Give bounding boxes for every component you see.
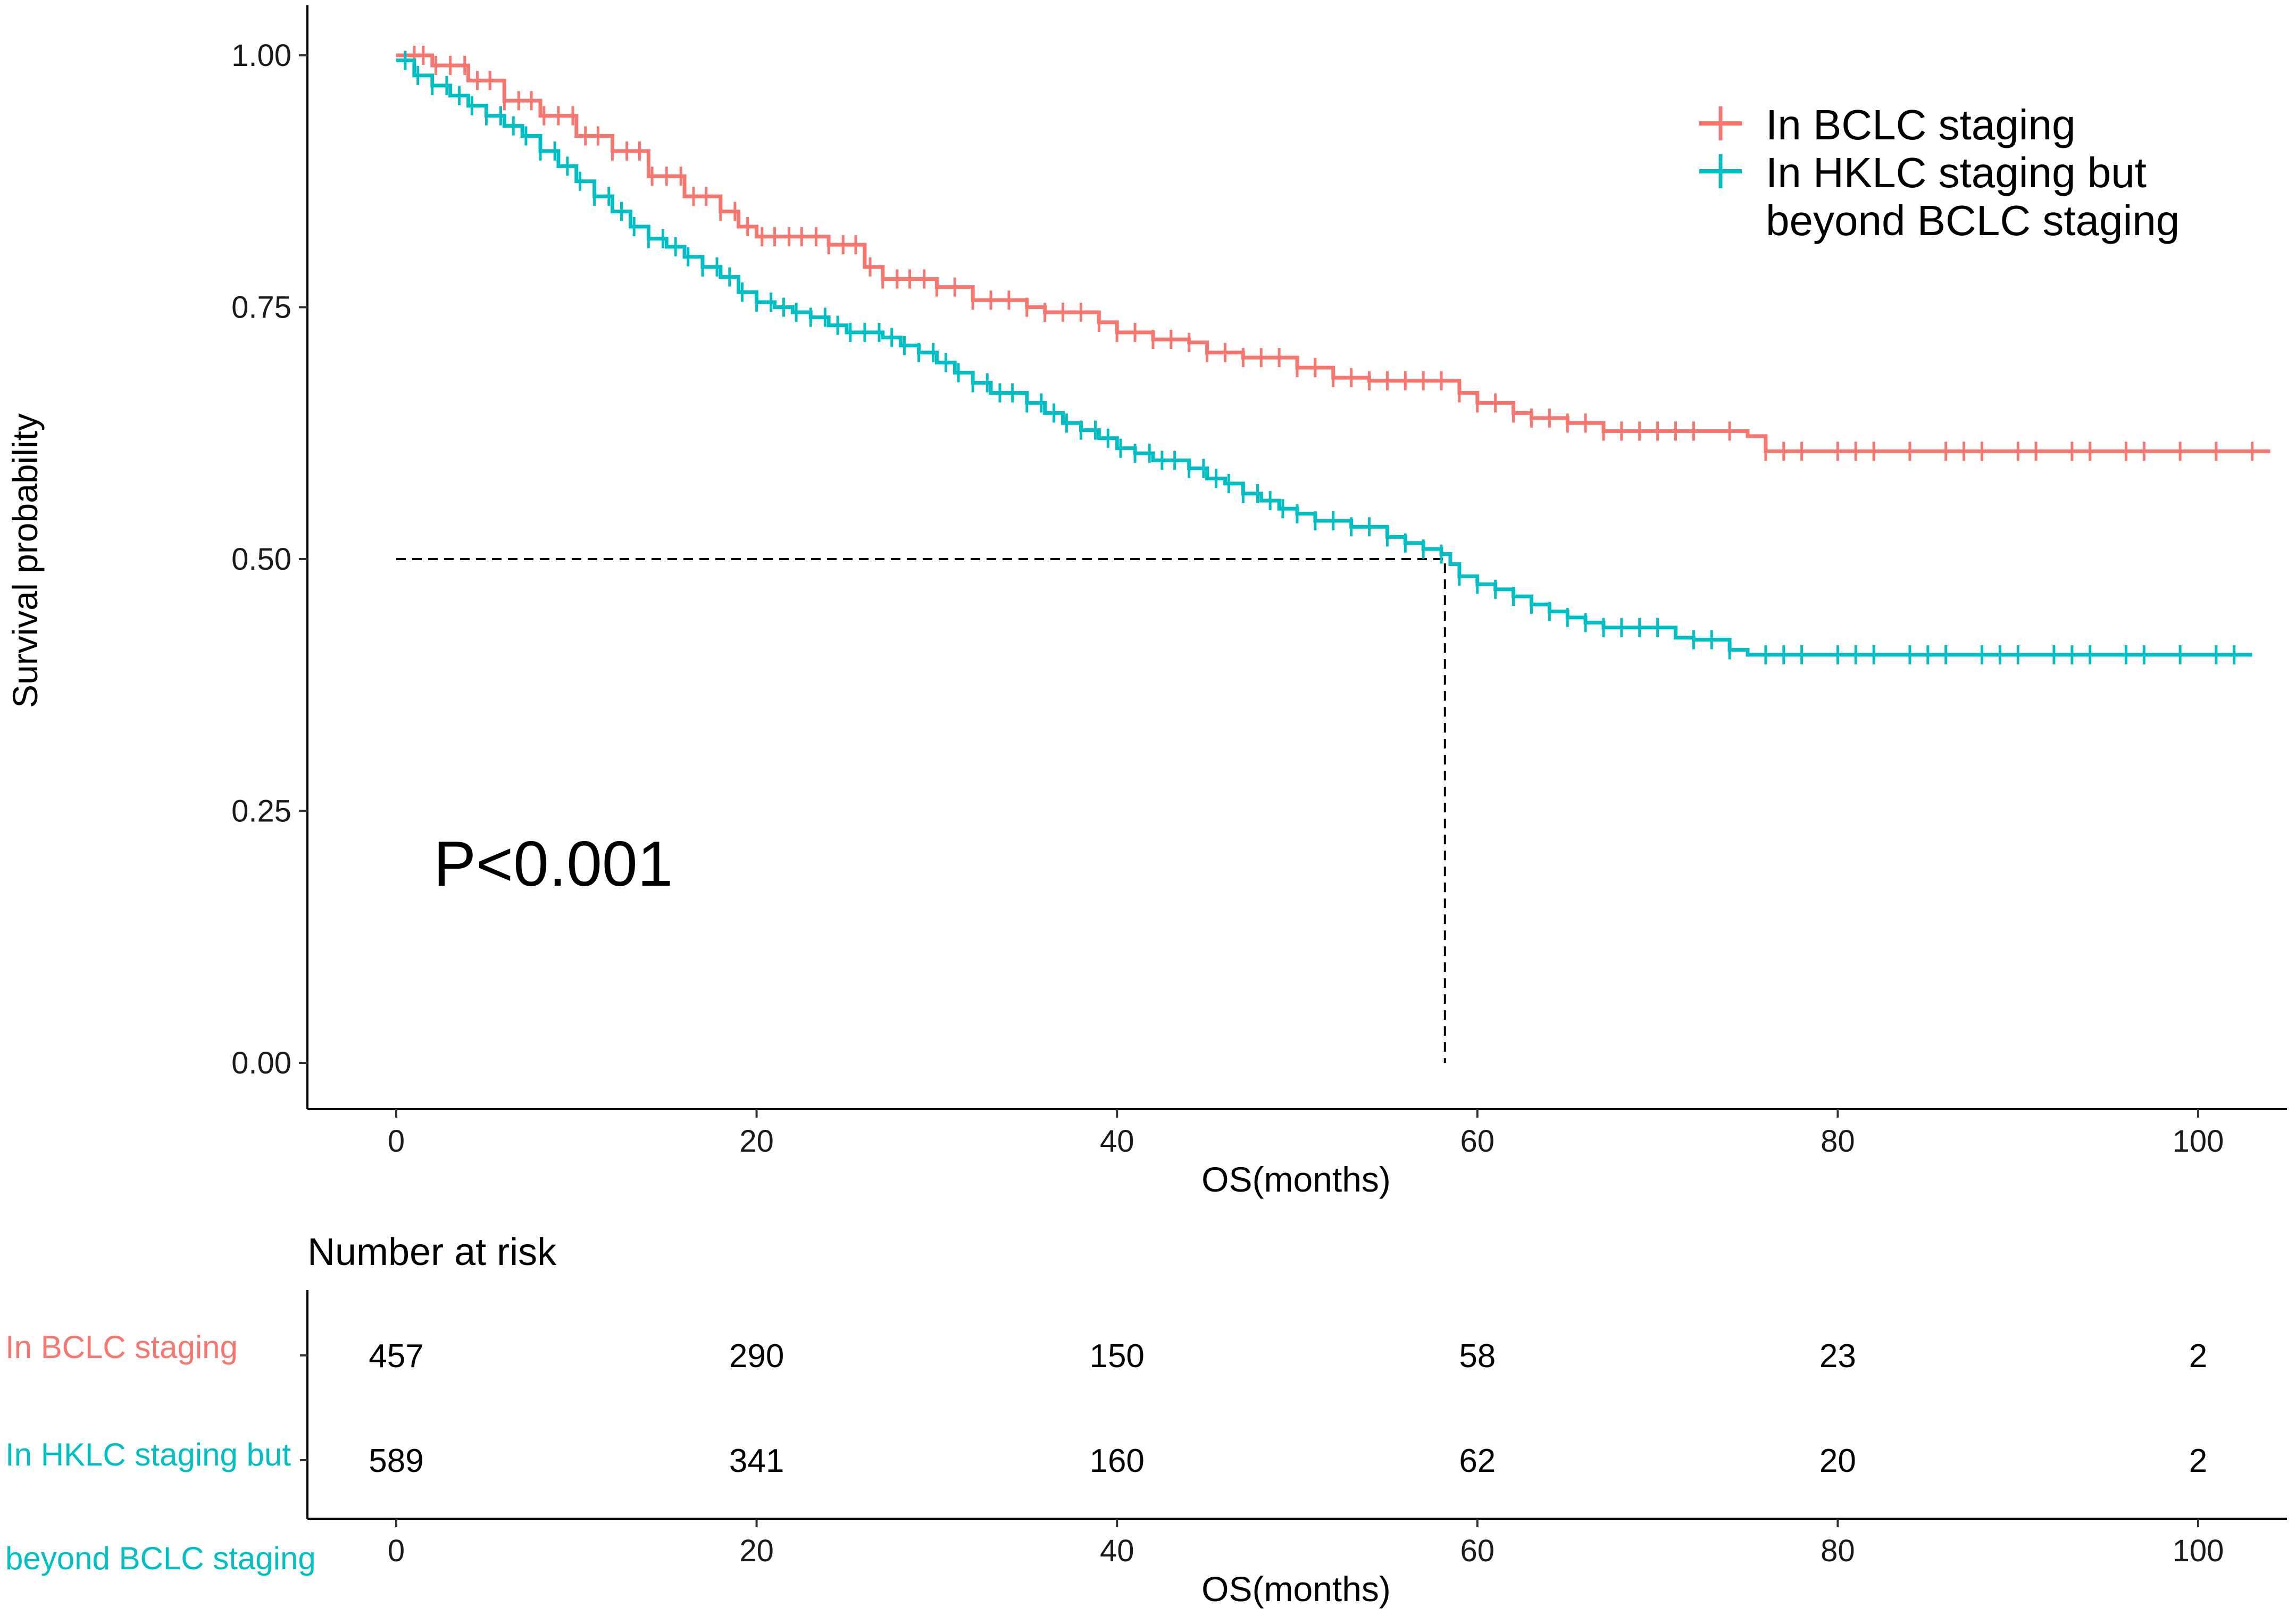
risk-row-label: In BCLC staging [5,1329,238,1365]
risk-count: 62 [1459,1443,1496,1479]
risk-x-tick-label: 80 [1821,1534,1855,1568]
y-tick-label: 0.25 [231,794,291,829]
risk-count: 58 [1459,1338,1496,1375]
y-tick-label: 0.00 [231,1046,291,1080]
risk-table-title: Number at risk [307,1231,557,1273]
x-axis-title: OS(months) [1201,1160,1391,1199]
risk-x-tick-label: 40 [1100,1534,1134,1568]
risk-count: 2 [2189,1443,2207,1479]
main-plot: 0.00 0.25 0.50 0.75 1.00 0 20 40 60 80 100 OS(month… [5,5,2287,1199]
y-tick-label: 0.50 [231,542,291,577]
legend-label: In BCLC staging [1766,101,2076,148]
bclc-survival-curve [396,53,2270,453]
risk-count: 290 [729,1338,784,1375]
risk-x-axis-title: OS(months) [1201,1569,1391,1609]
x-tick-label: 80 [1821,1124,1855,1159]
risk-row-label: beyond BCLC staging [5,1541,316,1576]
risk-row-label: In HKLC staging but [5,1437,291,1472]
legend-label: In HKLC staging but [1766,149,2147,196]
risk-x-tick-label: 100 [2173,1534,2224,1568]
p-value-annotation: P<0.001 [433,828,673,900]
x-tick-label: 20 [739,1124,774,1159]
risk-x-tick-label: 20 [739,1534,774,1568]
legend-label: beyond BCLC staging [1766,197,2180,244]
risk-count: 457 [369,1338,423,1375]
risk-count: 341 [729,1443,784,1479]
x-tick-label: 40 [1100,1124,1134,1159]
risk-count: 20 [1819,1443,1856,1479]
x-tick-label: 100 [2173,1124,2224,1159]
y-tick-label: 0.75 [231,290,291,325]
risk-count: 589 [369,1443,423,1479]
risk-count: 150 [1089,1338,1144,1375]
risk-count: 2 [2189,1338,2207,1375]
x-tick-label: 60 [1460,1124,1495,1159]
risk-x-tick-label: 0 [388,1534,405,1568]
y-axis-title: Survival probability [5,413,45,708]
legend-entry-bclc: In BCLC staging [1699,101,2076,148]
median-reference-line [396,558,1446,1063]
risk-table: Number at risk 457 290 150 58 23 2 589 341 160 62 2… [5,1231,2287,1609]
x-tick-label: 0 [388,1124,405,1159]
risk-count: 160 [1089,1443,1144,1479]
y-tick-label: 1.00 [231,38,291,73]
risk-x-tick-label: 60 [1460,1534,1495,1568]
risk-count: 23 [1819,1338,1856,1375]
